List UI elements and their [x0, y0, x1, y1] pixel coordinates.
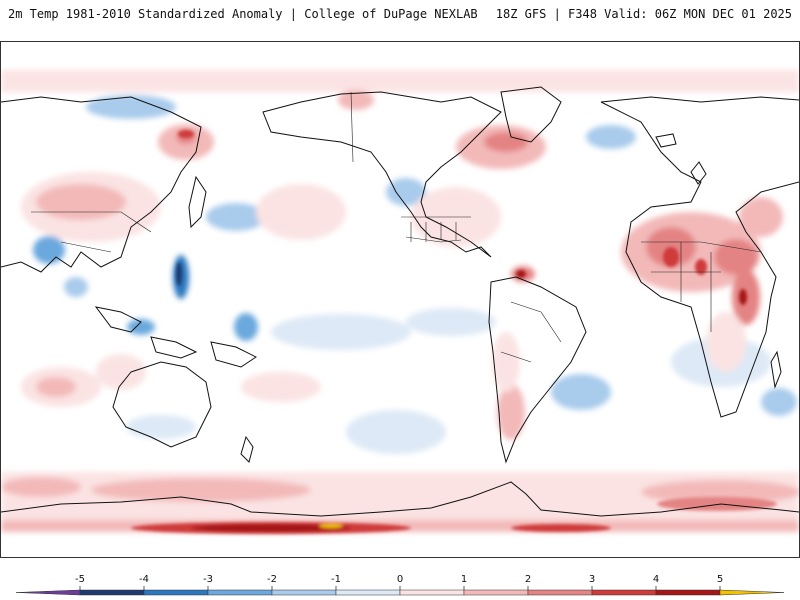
colorbar-segment: [335, 589, 401, 596]
colorbar-tick-label: -4: [139, 574, 149, 585]
colorbar-segment: [655, 589, 721, 596]
colorbar-tick-label: 1: [460, 574, 468, 585]
map-panel[interactable]: [0, 41, 800, 558]
colorbar-tick-label: -1: [331, 574, 341, 585]
colorbar-segment: [207, 589, 273, 596]
colorbar-above-max-arrow: [719, 589, 785, 596]
colorbar-tick-label: -3: [203, 574, 213, 585]
model-run: 18Z GFS: [495, 7, 547, 21]
colorbar-segment: [399, 589, 465, 596]
source-credit: College of DuPage NEXLAB: [304, 7, 478, 21]
anomaly-shading: [1, 70, 799, 532]
colorbar-segment: [143, 589, 209, 596]
anomaly-map[interactable]: [1, 42, 799, 557]
colorbar-segment: [591, 589, 657, 596]
colorbar-tick-label: -2: [267, 574, 277, 585]
header-bar: 2m Temp 1981-2010 Standardized Anomaly |…: [0, 0, 800, 30]
colorbar-below-min-arrow: [15, 589, 81, 596]
colorbar-segment: [463, 589, 529, 596]
header-right: 18Z GFS | F348 Valid: 06Z MON DEC 01 202…: [496, 7, 792, 21]
right-separator: |: [553, 7, 561, 21]
colorbar-segments: [15, 589, 785, 596]
colorbar-tick-marks: [79, 586, 721, 590]
forecast-valid-time: F348 Valid: 06Z MON DEC 01 2025: [568, 7, 792, 21]
title-separator: |: [289, 7, 298, 21]
colorbar-segment: [79, 589, 145, 596]
coastlines: [1, 86, 799, 517]
colorbar-tick-label: 3: [588, 574, 596, 585]
political-borders: [31, 91, 762, 363]
colorbar-tick-label: 5: [716, 574, 724, 585]
colorbar-segment: [527, 589, 593, 596]
colorbar-segment: [271, 589, 337, 596]
colorbar-tick-label: 2: [524, 574, 532, 585]
colorbar: -5 -4 -3 -2 -1 0 1 2 3 4 5: [0, 568, 800, 600]
product-title: 2m Temp 1981-2010 Standardized Anomaly: [8, 7, 283, 21]
header-left: 2m Temp 1981-2010 Standardized Anomaly |…: [8, 7, 478, 21]
strong-anomaly-shading: [131, 130, 777, 534]
colorbar-tick-label: 0: [396, 574, 404, 585]
colorbar-tick-label: 4: [652, 574, 660, 585]
colorbar-tick-label: -5: [75, 574, 85, 585]
colorbar-scale: [15, 586, 785, 596]
